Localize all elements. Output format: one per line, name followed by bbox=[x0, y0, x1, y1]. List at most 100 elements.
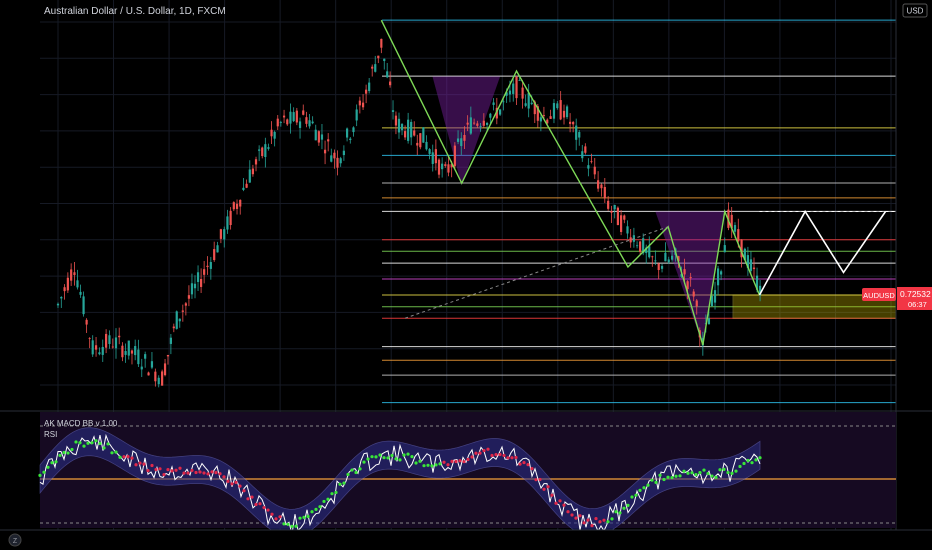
candle-body bbox=[121, 345, 124, 358]
macd-dot bbox=[518, 462, 522, 466]
candle-body bbox=[422, 127, 425, 143]
macd-dot bbox=[510, 456, 514, 460]
candle-body bbox=[565, 106, 569, 118]
macd-dot bbox=[154, 467, 158, 472]
macd-dot bbox=[706, 471, 710, 476]
currency-badge[interactable] bbox=[902, 3, 928, 18]
macd-dot bbox=[498, 452, 502, 457]
candle-body bbox=[219, 229, 222, 239]
candle-body bbox=[616, 207, 620, 226]
candle-body bbox=[248, 169, 251, 183]
candle-body bbox=[352, 127, 355, 133]
candle-body bbox=[743, 248, 746, 260]
macd-dot bbox=[614, 510, 618, 514]
currency-label: USD bbox=[907, 7, 924, 16]
candle-body bbox=[226, 216, 229, 230]
candle-body bbox=[683, 269, 686, 275]
candle-body bbox=[521, 87, 524, 99]
macd-dot bbox=[270, 512, 274, 516]
macd-dot bbox=[678, 474, 682, 478]
macd-dot bbox=[250, 495, 254, 499]
scale-button[interactable] bbox=[8, 533, 22, 547]
candle-body bbox=[124, 351, 127, 355]
symbol-price-badge[interactable]: AUDUSD 0.72532 06:37 bbox=[862, 287, 932, 310]
macd-dot bbox=[462, 460, 466, 464]
macd-dot bbox=[322, 499, 326, 504]
candle-body bbox=[140, 366, 143, 370]
candle-body bbox=[60, 297, 63, 299]
candle-body bbox=[460, 138, 463, 147]
candle-body bbox=[209, 262, 212, 269]
macd-dot bbox=[478, 451, 482, 455]
candle-body bbox=[518, 80, 521, 81]
macd-dot bbox=[662, 477, 666, 482]
candle-body bbox=[492, 102, 495, 105]
candle-body bbox=[172, 326, 175, 329]
macd-dot bbox=[622, 506, 626, 510]
candle-body bbox=[629, 237, 632, 243]
candle-body bbox=[85, 319, 88, 325]
candle-body bbox=[400, 124, 404, 131]
candle-body bbox=[413, 130, 416, 136]
indicator-pane[interactable] bbox=[0, 410, 932, 538]
candle-body bbox=[323, 149, 327, 154]
macd-dot bbox=[94, 439, 98, 443]
macd-dot bbox=[546, 485, 550, 489]
macd-dot bbox=[286, 522, 290, 526]
candle-body bbox=[361, 102, 365, 108]
candle-body bbox=[479, 126, 482, 127]
candle-body bbox=[130, 350, 134, 354]
macd-dot bbox=[626, 503, 630, 507]
candle-body bbox=[498, 109, 502, 115]
macd-dot bbox=[410, 455, 414, 459]
macd-dot bbox=[474, 451, 478, 455]
candle-body bbox=[163, 363, 167, 376]
macd-dot bbox=[594, 516, 598, 521]
macd-dot bbox=[258, 502, 262, 506]
candle-body bbox=[206, 265, 209, 268]
macd-dot bbox=[402, 453, 406, 457]
symbol-badge bbox=[862, 288, 896, 301]
candle-body bbox=[752, 267, 756, 270]
time-axis[interactable] bbox=[0, 529, 932, 550]
macd-dot bbox=[358, 467, 362, 471]
macd-dot bbox=[638, 488, 642, 492]
macd-dot bbox=[434, 463, 438, 467]
macd-dot bbox=[362, 460, 366, 464]
candle-body bbox=[610, 211, 613, 213]
macd-dot bbox=[394, 457, 398, 461]
macd-dot bbox=[158, 467, 162, 471]
macd-dot bbox=[242, 489, 246, 493]
candle-body bbox=[466, 122, 469, 125]
candle-body bbox=[444, 164, 447, 166]
macd-dot bbox=[682, 469, 686, 473]
indicator-subname: RSI bbox=[44, 430, 57, 439]
macd-dot bbox=[166, 467, 170, 472]
macd-dot bbox=[246, 497, 250, 501]
candle-body bbox=[549, 116, 552, 119]
candle-body bbox=[648, 246, 651, 258]
candle-body bbox=[374, 64, 377, 72]
candle-body bbox=[245, 183, 248, 188]
macd-dot bbox=[98, 441, 102, 446]
macd-dot bbox=[374, 455, 378, 459]
macd-dot bbox=[266, 508, 270, 512]
macd-dot bbox=[746, 458, 750, 463]
macd-dot bbox=[590, 523, 594, 528]
macd-dot bbox=[122, 455, 126, 459]
macd-dot bbox=[686, 471, 690, 475]
macd-dot bbox=[418, 459, 422, 463]
candle-body bbox=[261, 147, 264, 157]
candle-body bbox=[190, 283, 194, 295]
macd-dot bbox=[634, 493, 638, 497]
macd-dot bbox=[206, 472, 210, 476]
candle-body bbox=[419, 133, 422, 148]
price-value: 0.72532 bbox=[900, 289, 931, 299]
price-badge bbox=[897, 287, 932, 310]
trend-dashed-line bbox=[404, 226, 669, 319]
candle-body bbox=[635, 245, 639, 247]
candle-body bbox=[311, 121, 314, 124]
macd-dot bbox=[494, 453, 498, 457]
macd-dot bbox=[442, 460, 446, 464]
